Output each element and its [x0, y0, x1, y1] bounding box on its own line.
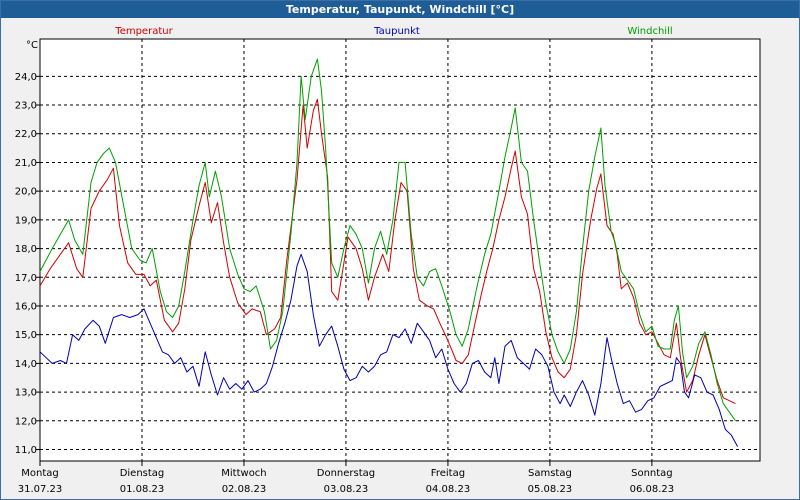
x-tick-day: Mittwoch: [221, 468, 266, 479]
legend-windchill: Windchill: [627, 26, 672, 37]
y-tick-label: 23,0: [15, 101, 37, 112]
x-tick-day: Donnerstag: [317, 468, 375, 479]
y-tick-label: 19,0: [15, 215, 37, 226]
x-tick-day: Dienstag: [120, 468, 165, 479]
x-tick-date: 03.08.23: [324, 484, 369, 495]
y-tick-label: 13,0: [15, 388, 37, 399]
x-tick-date: 31.07.23: [18, 484, 63, 495]
y-tick-label: 22,0: [15, 129, 37, 140]
chart-legend: Temperatur Taupunkt Windchill: [114, 26, 672, 37]
x-axis-ticks: Montag 31.07.23 Dienstag 01.08.23 Mittwoch 02…: [18, 461, 674, 495]
y-tick-label: 11,0: [15, 445, 37, 456]
y-tick-label: 18,0: [15, 244, 37, 255]
y-tick-label: 14,0: [15, 359, 37, 370]
grid-lines: [40, 39, 760, 461]
y-tick-label: 17,0: [15, 273, 37, 284]
x-tick-date: 05.08.23: [528, 484, 573, 495]
y-tick-label: 12,0: [15, 416, 37, 427]
x-tick-day: Samstag: [528, 468, 572, 479]
x-tick-date: 01.08.23: [120, 484, 165, 495]
y-tick-label: 15,0: [15, 330, 37, 341]
series-line-windchill: [39, 58, 736, 422]
y-axis-unit-label: °C: [26, 40, 38, 51]
series-lines: [39, 58, 739, 447]
y-axis-ticks: 24,0 23,0 22,0 21,0 20,0 19,0 18,0 17,0 16,0 15,0…: [15, 72, 40, 456]
series-line-taupunkt: [39, 253, 739, 447]
y-tick-label: 20,0: [15, 187, 37, 198]
x-tick-date: 02.08.23: [222, 484, 267, 495]
y-tick-label: 16,0: [15, 301, 37, 312]
legend-temperatur: Temperatur: [114, 26, 173, 37]
x-tick-date: 06.08.23: [630, 484, 675, 495]
x-tick-day: Montag: [21, 468, 58, 479]
y-tick-label: 21,0: [15, 158, 37, 169]
y-tick-label: 24,0: [15, 72, 37, 83]
x-tick-day: Sonntag: [631, 468, 673, 479]
legend-taupunkt: Taupunkt: [373, 26, 420, 37]
x-tick-date: 04.08.23: [426, 484, 471, 495]
plot-area: [39, 38, 761, 462]
x-tick-day: Freitag: [431, 468, 465, 479]
chart-title: Temperatur, Taupunkt, Windchill [°C]: [1, 1, 799, 18]
